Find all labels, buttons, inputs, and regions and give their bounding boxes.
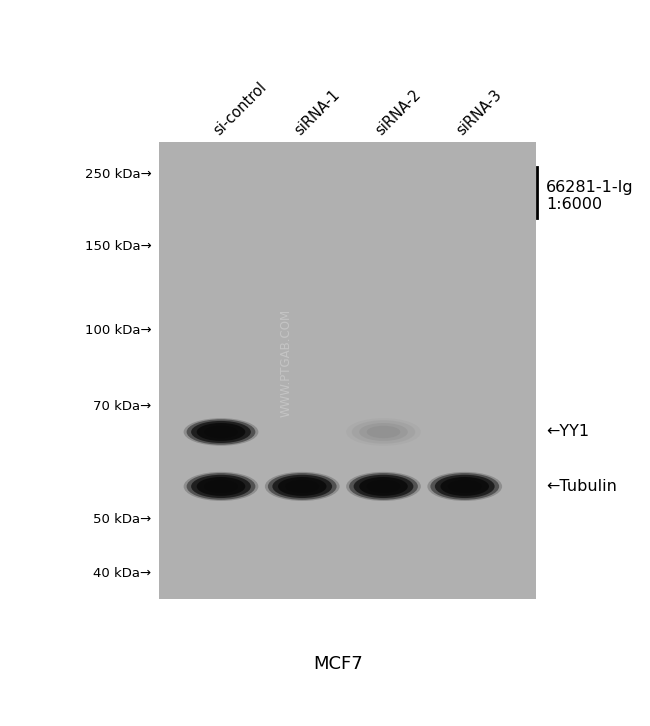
Ellipse shape	[278, 477, 326, 496]
Text: 250 kDa→: 250 kDa→	[84, 168, 151, 181]
Text: 50 kDa→: 50 kDa→	[93, 513, 151, 526]
Ellipse shape	[191, 421, 251, 443]
Ellipse shape	[352, 420, 415, 444]
Text: siRNA-2: siRNA-2	[373, 87, 424, 138]
Ellipse shape	[191, 475, 251, 498]
Ellipse shape	[441, 477, 489, 496]
Ellipse shape	[359, 423, 408, 441]
Ellipse shape	[183, 418, 259, 446]
Text: WWW.PTGAB.COM: WWW.PTGAB.COM	[280, 309, 292, 417]
Ellipse shape	[265, 472, 339, 501]
Ellipse shape	[367, 480, 400, 493]
Ellipse shape	[428, 472, 502, 501]
Bar	[159, 142, 536, 599]
Ellipse shape	[346, 418, 421, 446]
Ellipse shape	[197, 477, 245, 496]
Text: 40 kDa→: 40 kDa→	[94, 567, 151, 580]
Ellipse shape	[435, 475, 495, 498]
Ellipse shape	[448, 480, 482, 493]
Ellipse shape	[285, 480, 319, 493]
Ellipse shape	[346, 472, 421, 501]
Text: 150 kDa→: 150 kDa→	[84, 240, 151, 253]
Ellipse shape	[183, 472, 259, 501]
Text: 70 kDa→: 70 kDa→	[93, 400, 151, 413]
Ellipse shape	[354, 475, 413, 498]
Text: ←YY1: ←YY1	[546, 425, 589, 439]
Ellipse shape	[187, 420, 255, 444]
Ellipse shape	[367, 425, 400, 439]
Text: siRNA-1: siRNA-1	[292, 87, 343, 138]
Ellipse shape	[204, 425, 238, 439]
Ellipse shape	[430, 473, 499, 499]
Ellipse shape	[349, 473, 418, 499]
Ellipse shape	[187, 473, 255, 499]
Text: MCF7: MCF7	[313, 656, 363, 673]
Text: 100 kDa→: 100 kDa→	[84, 324, 151, 337]
Ellipse shape	[268, 473, 337, 499]
Text: 66281-1-Ig
1:6000: 66281-1-Ig 1:6000	[546, 180, 634, 212]
Text: siRNA-3: siRNA-3	[454, 87, 505, 138]
Text: ←Tubulin: ←Tubulin	[546, 479, 617, 494]
Ellipse shape	[272, 475, 332, 498]
Ellipse shape	[204, 480, 238, 493]
Text: si-control: si-control	[211, 79, 269, 138]
Ellipse shape	[197, 423, 245, 441]
Ellipse shape	[359, 477, 408, 496]
